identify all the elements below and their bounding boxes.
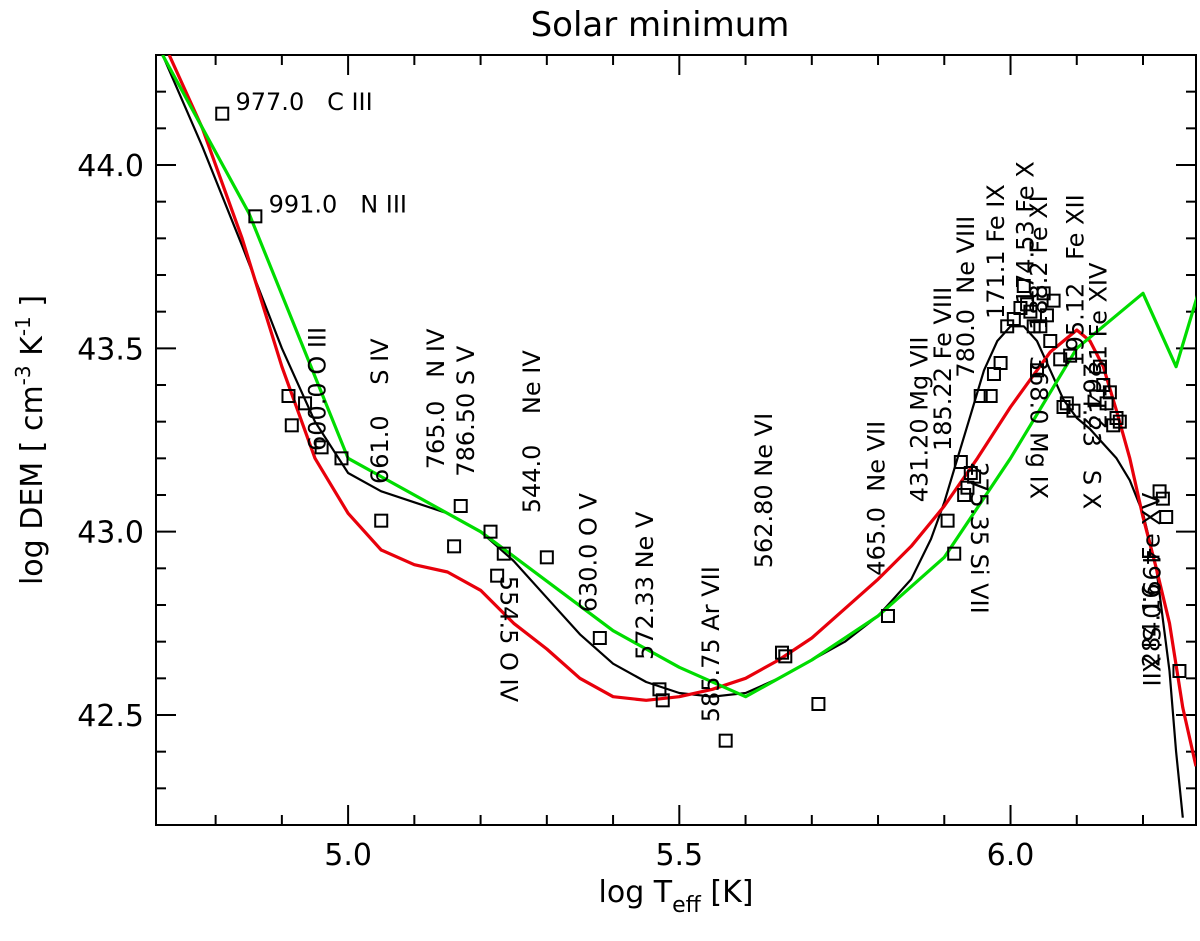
data-point [284,418,299,433]
x-tick-labels: 5.0 5.5 6.0 [324,838,1034,873]
data-point [947,546,962,561]
line-label: 544.0 Ne IV [518,350,546,514]
line-label: 185.22 Fe VIII [929,287,957,451]
data-point [880,609,895,623]
data-point [774,645,789,660]
data-point [1056,400,1071,414]
data-point [592,631,607,645]
y-tick-label: 42.5 [77,699,144,734]
line-label: 630.0 O V [575,492,603,612]
plot-frame [155,54,1197,826]
x-axis-label: log Teff [K] [599,875,754,918]
line-label: 465.0 Ne VII [863,421,891,576]
y-tick-label: 44.0 [77,149,144,184]
line-label: 499.0 Si XII [1137,550,1165,686]
data-point [1172,664,1187,678]
data-point [718,733,733,748]
line-label: 786.50 S V [452,345,480,476]
data-point [993,356,1008,370]
line-label: 572.33 Ne V [631,511,659,660]
axis-ticks [156,55,1196,825]
data-point [248,209,263,224]
line-label: 585.75 Ar VII [697,566,725,722]
data-point [334,451,349,466]
data-point [1155,491,1170,506]
data-point [1043,334,1058,348]
line-label: 562.80 Ne VI [750,413,778,568]
line-label: 174.53 Fe X [1012,161,1040,304]
data-point [1036,286,1051,301]
line-label: 275.35 Si VII [965,462,993,614]
data-point [1039,308,1054,323]
data-point [1063,348,1078,363]
data-point [490,568,505,583]
data-point [1066,403,1081,418]
x-tick-label: 6.0 [987,838,1035,873]
data-point [447,539,462,554]
data-point [973,389,988,403]
data-point [539,550,554,565]
data-point [1159,510,1174,524]
data-point [1112,414,1127,429]
line-label: 431.20 Mg VII [906,337,934,503]
data-point [1053,352,1068,367]
data-point [957,488,972,502]
y-tick-labels: 42.5 43.0 43.5 44.0 [77,149,144,734]
series-group [161,55,1196,818]
data-point [940,513,955,528]
line-label: 991.0 N III [269,191,407,219]
data-point [655,693,670,708]
data-point [1020,297,1035,312]
y-axis-label: log DEM [ cm-3 K-1 ] [11,295,50,585]
line-label: 264.23 S X [1077,363,1105,509]
y-tick-label: 43.0 [77,516,144,551]
line-label: 554.5 O IV [495,576,523,703]
data-point [778,649,793,664]
data-point [1092,359,1107,374]
line-label: 188.2 Fe XI [1025,195,1053,330]
line-label: 368.0 Mg IX [1024,356,1052,499]
y-tick-label: 43.5 [77,332,144,367]
line-label: 765.0 N IV [422,328,450,469]
data-point [1016,279,1031,293]
data-point [453,499,468,513]
data-point [811,697,826,711]
series-line-2 [167,55,1196,767]
series-line-3 [161,55,1196,699]
line-label: 977.0 C III [236,88,373,116]
x-tick-label: 5.0 [324,838,372,873]
data-point [953,455,968,469]
data-point [963,466,978,480]
data-point [496,546,511,561]
data-point [281,389,296,403]
data-point [1046,293,1061,308]
chart-title: Solar minimum [531,5,790,45]
series-line-1 [161,55,1184,818]
line-label: 195.12 Fe XII [1061,194,1089,366]
data-point [298,396,313,411]
data-point [1030,363,1045,378]
line-annotations: 977.0 C III 991.0 N III 600.0 O III 661.0 S… [236,88,1166,722]
data-point [483,524,498,539]
data-point [1152,484,1167,499]
line-label: 171.1 Fe IX [982,184,1010,319]
data-points [215,106,1187,748]
data-point [215,106,230,121]
data-point [374,513,389,528]
data-point [1109,411,1124,425]
line-label: 661.0 S IV [366,338,394,484]
line-label: 600.0 O III [304,327,332,451]
data-point [1023,304,1038,319]
data-point [1102,385,1117,400]
line-label: 211.31 Fe XIV [1085,262,1113,429]
data-point [983,389,998,403]
line-label: 780.0 Ne VIII [952,216,980,378]
data-point [967,469,982,484]
data-point [314,440,329,455]
line-label: 284.16 Fe XV [1138,492,1166,667]
x-tick-label: 5.5 [655,838,703,873]
